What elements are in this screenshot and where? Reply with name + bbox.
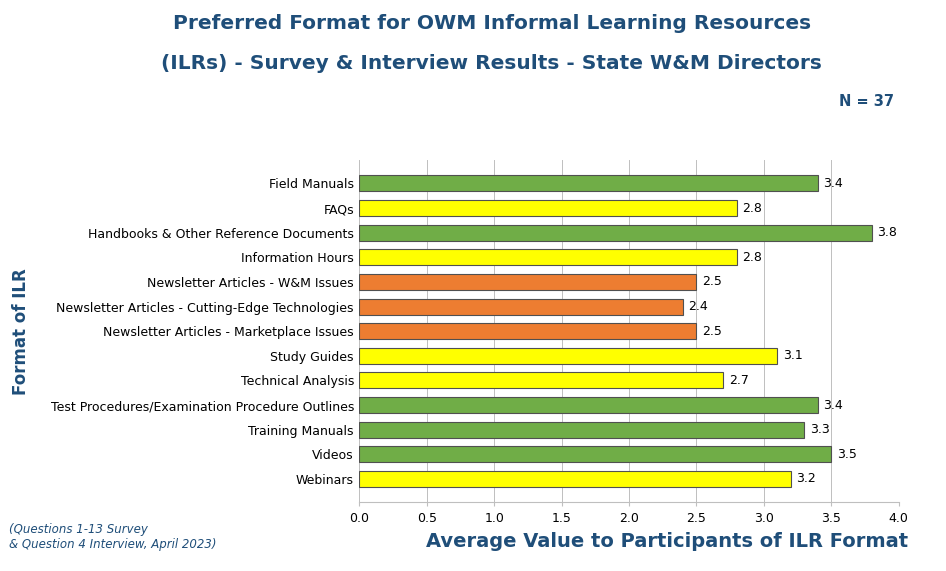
Text: 3.4: 3.4 [823,177,843,190]
Text: Preferred Format for OWM Informal Learning Resources: Preferred Format for OWM Informal Learni… [173,14,811,33]
Text: 3.4: 3.4 [823,399,843,412]
Text: 2.4: 2.4 [689,300,709,313]
Text: (ILRs) - Survey & Interview Results - State W&M Directors: (ILRs) - Survey & Interview Results - St… [162,54,822,73]
Bar [359,323,696,339]
Bar [359,421,804,437]
Bar [359,397,817,413]
Text: 2.8: 2.8 [743,202,762,215]
Bar [359,372,724,388]
Bar [359,447,832,463]
Bar [359,299,683,315]
Text: (Questions 1-13 Survey
& Question 4 Interview, April 2023): (Questions 1-13 Survey & Question 4 Inte… [9,523,217,551]
Text: 3.3: 3.3 [810,423,830,436]
Bar [359,250,737,266]
Text: 3.5: 3.5 [836,448,856,461]
Text: 2.5: 2.5 [702,325,722,337]
Text: Average Value to Participants of ILR Format: Average Value to Participants of ILR For… [426,532,908,551]
Bar [359,175,817,191]
Text: N = 37: N = 37 [839,94,894,109]
Text: 2.5: 2.5 [702,275,722,288]
Bar [359,200,737,216]
Bar [359,225,871,241]
Text: 3.2: 3.2 [797,472,816,485]
Bar [359,471,791,487]
Text: Format of ILR: Format of ILR [11,268,30,395]
Text: 3.1: 3.1 [782,349,802,363]
Bar [359,348,778,364]
Text: 2.7: 2.7 [728,374,748,387]
Text: 2.8: 2.8 [743,251,762,264]
Bar [359,274,696,290]
Text: 3.8: 3.8 [877,226,897,239]
